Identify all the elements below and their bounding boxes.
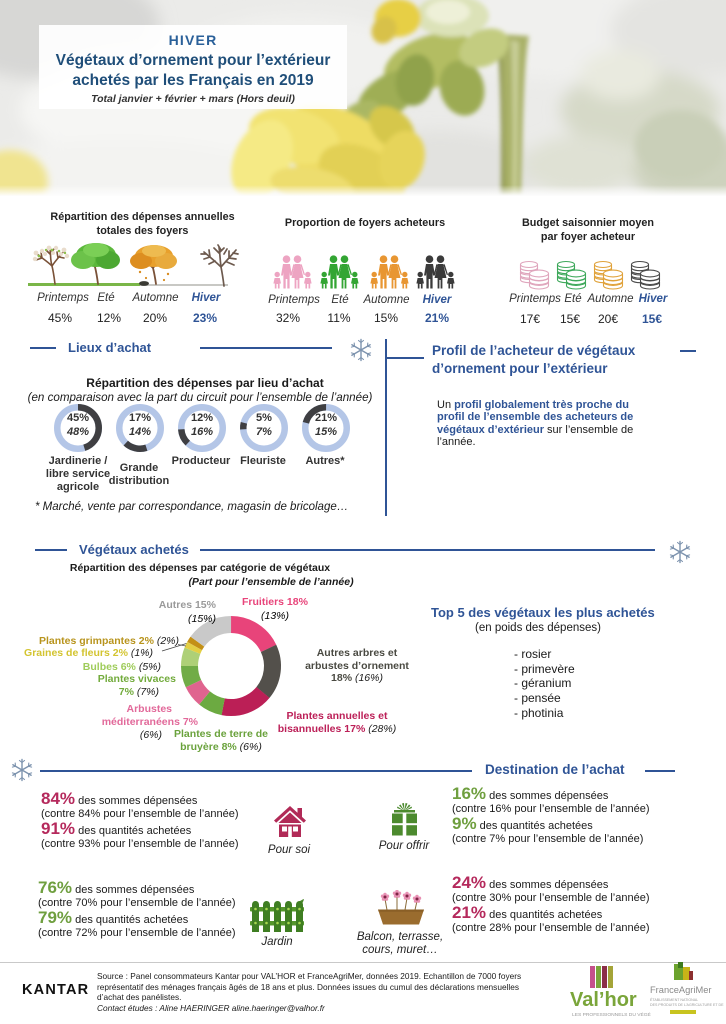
svg-text:DES PRODUITS DE L’AGRICULTURE: DES PRODUITS DE L’AGRICULTURE ET DE LA M… bbox=[650, 1003, 724, 1007]
svg-text:Val’hor: Val’hor bbox=[570, 989, 637, 1011]
svg-text:LES PROFESSIONNELS DU VÉGÉTAL: LES PROFESSIONNELS DU VÉGÉTAL bbox=[572, 1011, 651, 1018]
svg-text:FranceAgriMer: FranceAgriMer bbox=[650, 985, 711, 995]
svg-text:ÉTABLISSEMENT NATIONAL: ÉTABLISSEMENT NATIONAL bbox=[650, 997, 698, 1002]
